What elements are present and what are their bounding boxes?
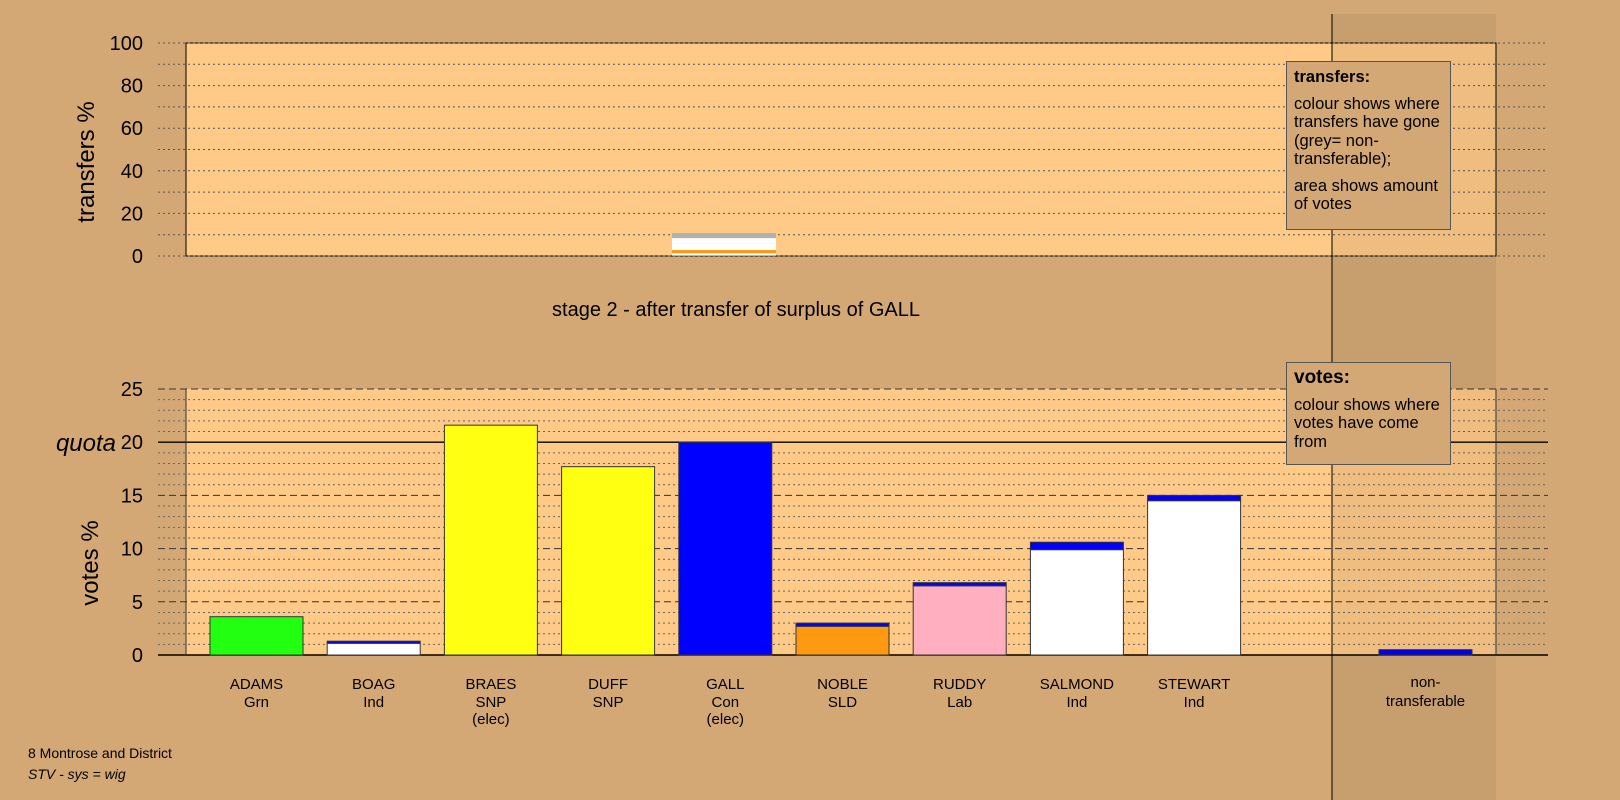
candidate-party: Ind bbox=[363, 694, 384, 711]
votes-y-tick-label: 5 bbox=[132, 592, 143, 614]
transfers-plot: 0 20 40 60 80 100 transfers % bbox=[73, 33, 1548, 268]
candidate-bar-noble bbox=[795, 622, 890, 656]
votes-legend: votes: colour shows where votes have com… bbox=[1286, 362, 1451, 465]
candidate-bar-salmond bbox=[1029, 541, 1124, 656]
candidate-name: BOAG bbox=[352, 676, 395, 693]
votes-bars bbox=[209, 424, 1473, 656]
non-transferable-label: transferable bbox=[1386, 693, 1465, 710]
candidate-elected: (elec) bbox=[707, 711, 745, 728]
votes-y-tick-label: 15 bbox=[121, 485, 143, 507]
transfers-legend: transfers: colour shows where transfers … bbox=[1286, 61, 1451, 230]
transfer-segment-salmond bbox=[672, 243, 776, 251]
candidate-party: Ind bbox=[1184, 694, 1205, 711]
transfers-legend-title: transfers: bbox=[1294, 68, 1371, 86]
candidate-name: GALL bbox=[706, 676, 744, 693]
candidate-name: BRAES bbox=[465, 676, 516, 693]
votes-y-tick-label: 10 bbox=[121, 539, 143, 561]
non-transferable-bar bbox=[1378, 649, 1473, 656]
candidate-party: SLD bbox=[828, 694, 857, 711]
candidate-bar-braes bbox=[443, 424, 538, 656]
transfers-y-tick-label: 60 bbox=[121, 118, 143, 140]
candidate-name: ADAMS bbox=[230, 676, 283, 693]
transfer-segment-noble bbox=[672, 250, 776, 254]
candidate-party: Grn bbox=[244, 694, 269, 711]
bar-base-votes bbox=[912, 585, 1007, 656]
bar-transferred-votes bbox=[795, 622, 890, 627]
votes-y-tick-label: 0 bbox=[132, 645, 143, 667]
candidate-bar-boag bbox=[326, 640, 421, 656]
candidate-bar-duff bbox=[561, 466, 656, 656]
candidate-bar-stewart bbox=[1147, 494, 1242, 656]
bar-base-votes bbox=[795, 625, 890, 656]
bar-base-votes bbox=[1029, 549, 1124, 656]
candidate-bar-gall bbox=[678, 441, 773, 656]
candidate-bar-adams bbox=[209, 616, 304, 656]
candidate-party: SNP bbox=[593, 694, 624, 711]
transfer-segment-boag bbox=[672, 253, 776, 256]
candidate-party: SNP bbox=[475, 694, 506, 711]
votes-plot-area bbox=[186, 389, 1496, 655]
votes-y-ticks: 0 5 10 15 25 20 bbox=[121, 379, 143, 667]
candidate-party: Con bbox=[712, 694, 740, 711]
quota-label: quota bbox=[56, 430, 116, 457]
transfers-y-tick-label: 100 bbox=[110, 33, 143, 55]
bar-base-votes bbox=[561, 466, 656, 656]
candidate-name: STEWART bbox=[1158, 676, 1231, 693]
stage-title: stage 2 - after transfer of surplus of G… bbox=[552, 299, 920, 321]
votes-legend-title: votes: bbox=[1294, 367, 1350, 388]
transfers-y-tick-label: 0 bbox=[132, 246, 143, 268]
transfer-bar bbox=[672, 232, 776, 256]
transfer-segment-stewart bbox=[672, 238, 776, 244]
footer-system: STV - sys = wig bbox=[28, 766, 126, 782]
bar-transferred-votes bbox=[1029, 541, 1124, 551]
bar-transferred-votes bbox=[326, 640, 421, 644]
candidate-name: SALMOND bbox=[1040, 676, 1114, 693]
bar-transferred-votes bbox=[912, 582, 1007, 587]
transfers-y-tick-label: 80 bbox=[121, 76, 143, 98]
transfers-y-tick-label: 40 bbox=[121, 161, 143, 183]
candidate-name: DUFF bbox=[588, 676, 628, 693]
transfers-y-tick-label: 20 bbox=[121, 203, 143, 225]
non-transferable-label: non- bbox=[1410, 674, 1440, 691]
votes-legend-text: colour shows where votes have come from bbox=[1294, 395, 1440, 451]
candidate-party: Lab bbox=[947, 694, 972, 711]
bar-base-votes bbox=[443, 424, 538, 656]
bar-base-votes bbox=[209, 616, 304, 656]
candidate-elected: (elec) bbox=[472, 711, 510, 728]
transfer-segment-adams bbox=[672, 255, 776, 256]
candidate-party: Ind bbox=[1066, 694, 1087, 711]
bar-transferred-votes bbox=[1147, 494, 1242, 502]
bar-base-votes bbox=[678, 441, 773, 656]
votes-y-tick-label: 20 bbox=[121, 432, 143, 454]
transfers-gridlines bbox=[158, 42, 1548, 257]
candidate-name: RUDDY bbox=[933, 676, 986, 693]
transfers-y-ticks: 0 20 40 60 80 100 bbox=[110, 33, 143, 268]
bar-base-votes bbox=[1147, 500, 1242, 656]
candidate-bar-ruddy bbox=[912, 582, 1007, 656]
votes-y-tick-label: 25 bbox=[121, 379, 143, 401]
votes-y-axis-label: votes % bbox=[77, 520, 104, 605]
transfer-segment-non-transferable bbox=[672, 232, 776, 239]
transfers-y-axis-label: transfers % bbox=[73, 101, 100, 222]
footer-district: 8 Montrose and District bbox=[28, 745, 172, 761]
transfers-legend-text-1: colour shows where transfers have gone (… bbox=[1294, 94, 1440, 169]
candidate-name: NOBLE bbox=[817, 676, 868, 693]
transfers-legend-text-2: area shows amount of votes bbox=[1294, 176, 1438, 214]
bar-base-votes bbox=[326, 642, 421, 656]
candidate-labels: ADAMSGrnBOAGIndBRAESSNP(elec)DUFFSNPGALL… bbox=[230, 674, 1465, 728]
